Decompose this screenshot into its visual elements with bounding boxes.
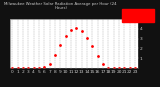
Text: Milwaukee Weather Solar Radiation Average per Hour (24 Hours): Milwaukee Weather Solar Radiation Averag… (4, 2, 117, 10)
